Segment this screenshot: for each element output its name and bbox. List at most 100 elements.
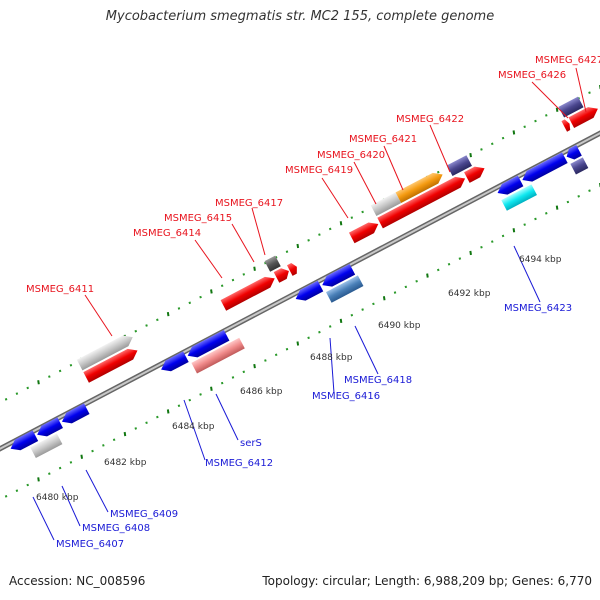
scale-tick (469, 152, 472, 158)
scale-tick (491, 240, 494, 243)
gene-forward (464, 166, 485, 183)
scale-tick (382, 296, 386, 301)
scale-tick (480, 148, 483, 151)
gene-reverse-gray (30, 433, 63, 459)
scale-tick (415, 279, 418, 283)
scale-tick (210, 386, 213, 391)
scale-tick (4, 495, 8, 498)
label-msmeg-6423: MSMEG_6423 (504, 303, 572, 314)
scale-tick (188, 301, 192, 305)
scale-tick (350, 216, 354, 219)
scale-tick (242, 273, 246, 276)
scale-tick (15, 489, 19, 492)
gene-forward-dark (264, 255, 281, 272)
label-msmeg-6420: MSMEG_6420 (317, 150, 385, 161)
scale-tick (339, 221, 343, 226)
gene-reverse-steel (325, 275, 364, 303)
scale-tick (253, 266, 256, 271)
scale-tick (58, 369, 62, 373)
scale-tick (318, 330, 321, 334)
label-msmeg-6426: MSMEG_6426 (498, 70, 566, 81)
reverse-strand-genes (10, 144, 589, 459)
scale-tick (156, 318, 159, 322)
scale-tick (491, 142, 494, 146)
label-msmeg-6415: MSMEG_6415 (164, 213, 232, 224)
scale-tick (220, 284, 224, 288)
scale-tick (361, 210, 364, 214)
gene-forward (561, 119, 571, 132)
scale-tick (307, 336, 310, 340)
scale-tick (37, 380, 40, 385)
callout-msmeg-6417 (251, 207, 266, 256)
scale-tick (112, 438, 116, 442)
callout-msmeg-6409 (85, 469, 109, 513)
scale-tick (188, 398, 192, 402)
scale-tick (58, 466, 62, 470)
scale-tick (426, 273, 429, 278)
label-msmeg-6416: MSMEG_6416 (312, 391, 380, 402)
scale-tick (285, 250, 289, 253)
gene-reverse (161, 351, 189, 372)
gene-reverse (37, 417, 63, 437)
scale-tick (134, 329, 138, 333)
scale-label-6488: 6488 kbp (310, 353, 353, 363)
scale-tick (80, 454, 84, 459)
scale-tick (307, 239, 310, 242)
scale-tick (545, 212, 548, 215)
scale-tick (48, 472, 51, 475)
scale-tick (264, 359, 267, 362)
gene-reverse (566, 144, 582, 160)
scale-tick (447, 262, 451, 266)
gene-forward-purple (446, 155, 472, 177)
callout-msmeg-6423 (513, 245, 541, 303)
callout-msmeg-6407 (32, 496, 55, 541)
scale-tick (339, 318, 343, 324)
scale-tick (566, 200, 570, 204)
scale-tick (166, 409, 170, 414)
gene-forward (568, 107, 598, 129)
scale-tick (145, 421, 148, 425)
label-msmeg-6422: MSMEG_6422 (396, 114, 464, 125)
accession-text: Accession: NC_008596 (9, 574, 146, 588)
scale-tick (102, 444, 105, 447)
scale-tick (436, 170, 440, 174)
scale-tick (199, 393, 202, 396)
gene-forward (377, 176, 466, 229)
scale-tick (69, 461, 73, 464)
scale-label-6490: 6490 kbp (378, 321, 421, 331)
scale-tick (404, 285, 408, 289)
genome-summary-text: Topology: circular; Length: 6,988,209 bp… (262, 574, 592, 588)
gene-reverse-cyan (501, 184, 537, 211)
label-msmeg-6408: MSMEG_6408 (82, 523, 150, 534)
gene-forward (348, 222, 379, 244)
scale-tick (69, 363, 73, 367)
callout-msmeg-6408 (61, 485, 81, 527)
scale-tick (361, 308, 364, 311)
callout-msmeg-6414 (194, 239, 223, 279)
callout-msmeg-6412 (183, 399, 206, 461)
gene-reverse (10, 430, 39, 451)
gene-reverse-pink (191, 337, 245, 374)
scale-tick (242, 370, 246, 374)
scale-label-6494: 6494 kbp (519, 255, 562, 265)
label-msmeg-6418: MSMEG_6418 (344, 375, 412, 386)
scale-tick (588, 189, 591, 192)
scale-labels: 6480 kbp 6482 kbp 6484 kbp 6486 kbp 6488… (36, 255, 562, 503)
scale-tick (512, 130, 516, 135)
scale-tick (253, 363, 256, 369)
inner-tick-row (4, 183, 600, 498)
scale-tick (231, 376, 235, 379)
scale-label-6480: 6480 kbp (36, 493, 79, 503)
scale-tick (123, 431, 127, 437)
label-msmeg-6427: MSMEG_6427 (535, 55, 600, 66)
gene-reverse (295, 280, 324, 301)
scale-tick (469, 250, 472, 256)
scale-tick (296, 243, 300, 249)
scale-tick (145, 324, 148, 327)
map-title: Mycobacterium smegmatis str. MC2 155, co… (105, 9, 495, 24)
scale-tick (199, 295, 202, 299)
gene-reverse (61, 403, 90, 424)
callout-msmeg-6418 (354, 325, 379, 375)
forward-strand-genes (76, 96, 598, 383)
label-msmeg-6421: MSMEG_6421 (349, 134, 417, 145)
